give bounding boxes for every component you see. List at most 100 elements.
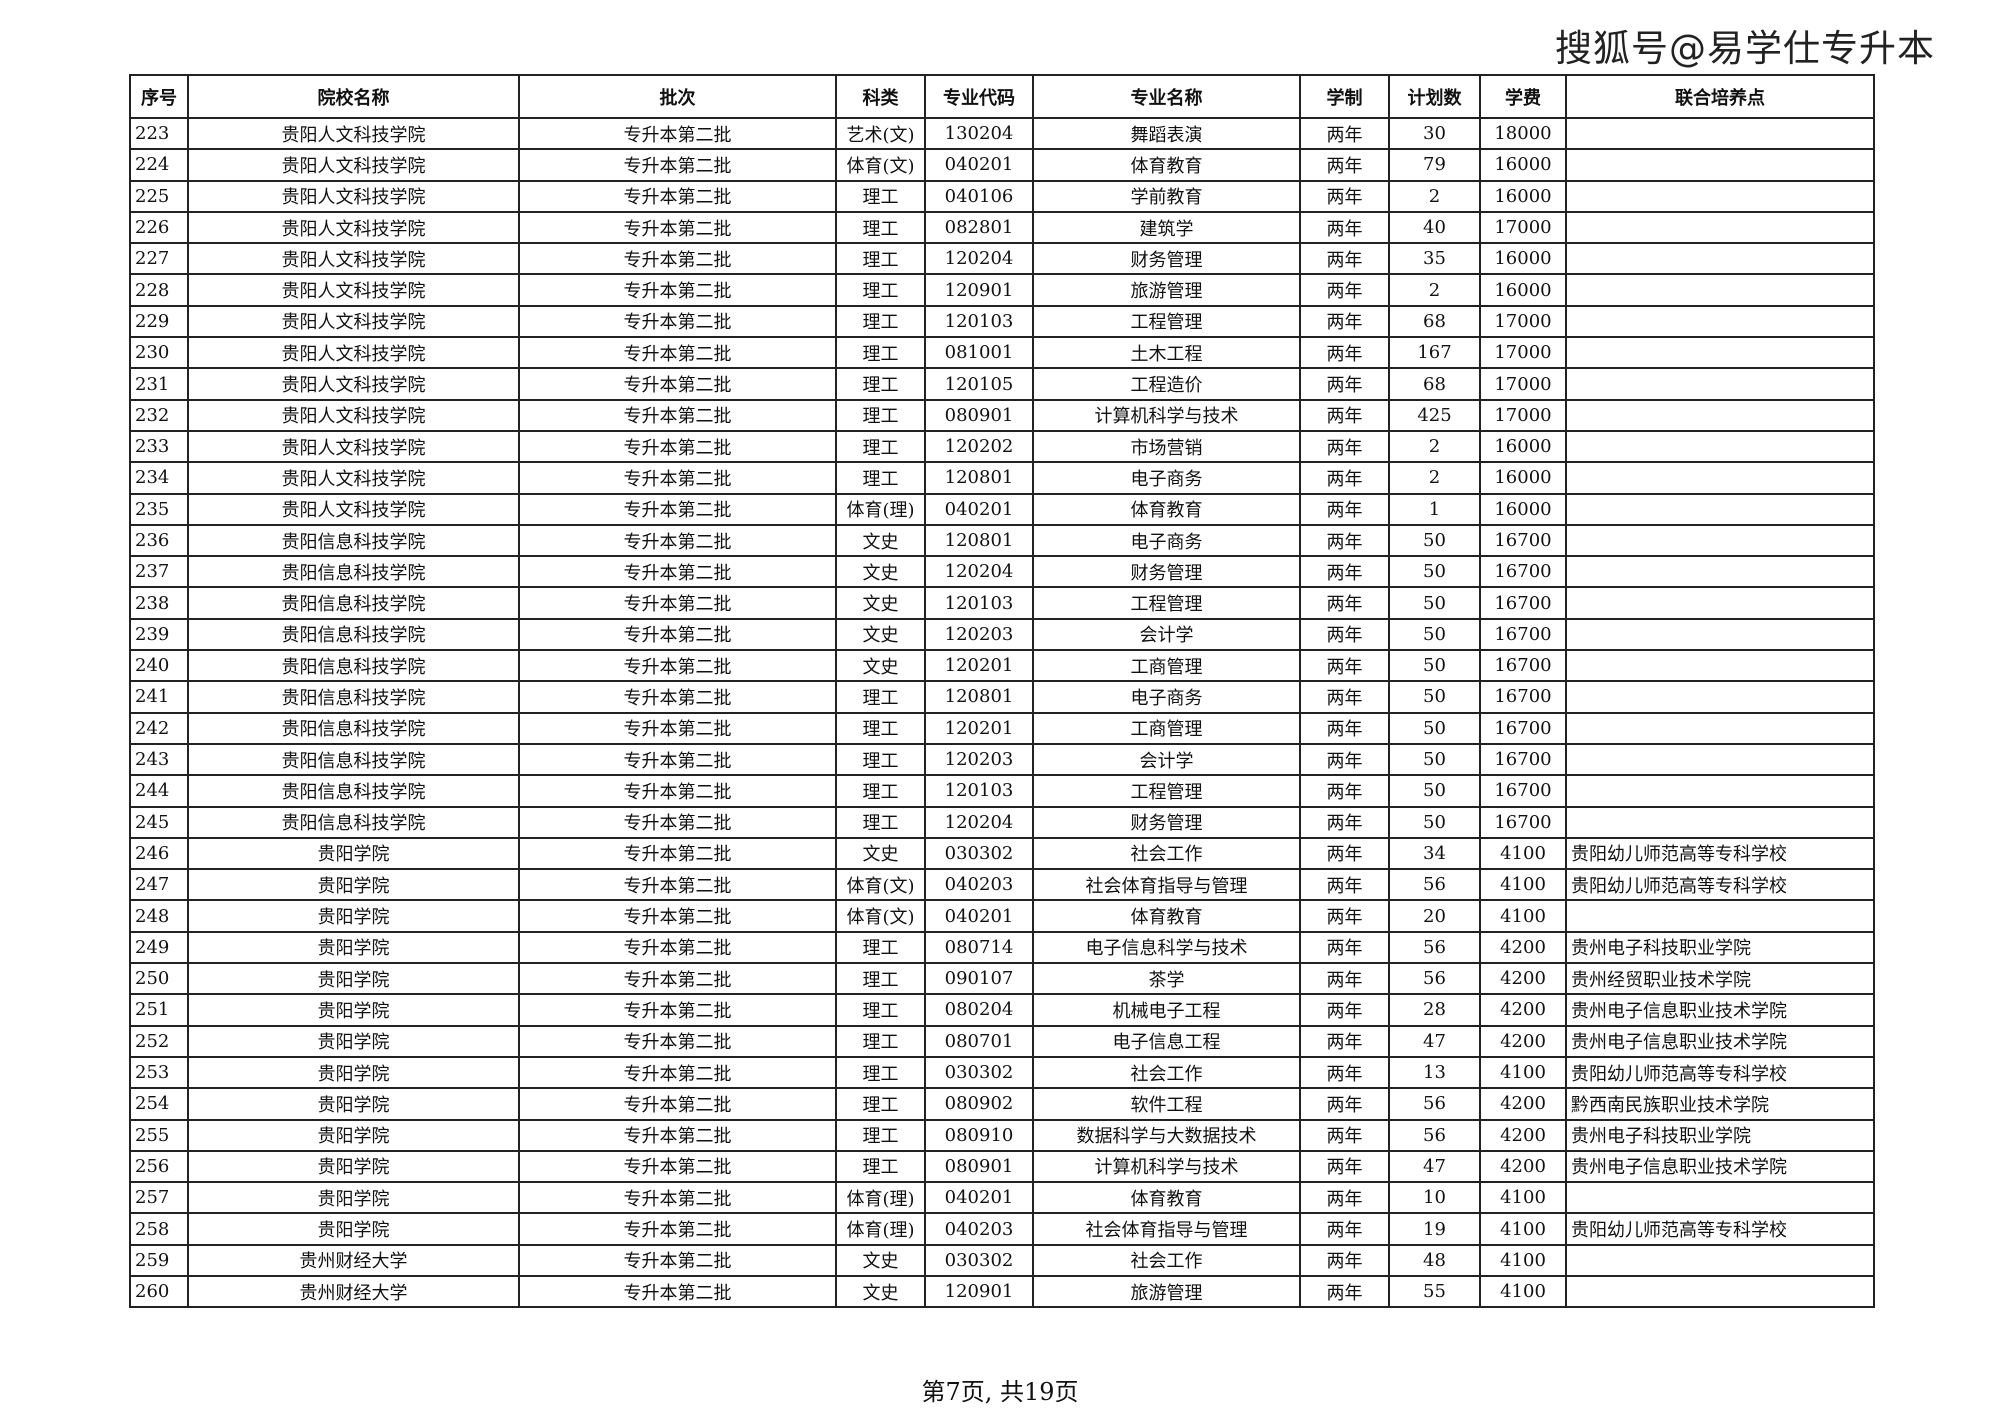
table-row: 230 贵阳人文科技学院 专升本第二批 理工 081001 土木工程 两年 167 17000 [129,336,1875,370]
cell-index: 255 [129,1118,189,1152]
table-row: 228 贵阳人文科技学院 专升本第二批 理工 120901 旅游管理 两年 2 16000 [129,273,1875,307]
cell-index: 223 [129,116,189,151]
cell-duration: 两年 [1299,523,1390,558]
cell-major-code: 120801 [924,461,1034,495]
cell-duration: 两年 [1299,1118,1390,1152]
cell-tuition: 4100 [1479,1212,1567,1246]
cell-major-code: 120202 [924,429,1034,464]
cell-school: 贵阳信息科技学院 [187,742,520,777]
cell-index: 230 [129,336,189,370]
cell-tuition: 16700 [1479,523,1567,558]
cell-tuition: 4200 [1479,1024,1567,1058]
cell-batch: 专升本第二批 [518,805,837,839]
cell-index: 248 [129,899,189,933]
cell-partner-school [1565,273,1875,307]
cell-category: 理工 [835,210,926,245]
cell-batch: 专升本第二批 [518,1212,837,1246]
cell-partner-school: 贵州经贸职业技术学院 [1565,962,1875,996]
cell-major-code: 120801 [924,680,1034,714]
cell-category: 体育(理) [835,1181,926,1215]
cell-index: 225 [129,179,189,213]
cell-batch: 专升本第二批 [518,1243,837,1277]
cell-plan-count: 50 [1388,774,1481,808]
cell-partner-school: 贵州电子信息职业技术学院 [1565,1024,1875,1058]
cell-plan-count: 50 [1388,680,1481,714]
cell-index: 231 [129,367,189,401]
cell-partner-school: 黔西南民族职业技术学院 [1565,1087,1875,1121]
cell-batch: 专升本第二批 [518,962,837,996]
table-row: 229 贵阳人文科技学院 专升本第二批 理工 120103 工程管理 两年 68 17000 [129,304,1875,339]
cell-duration: 两年 [1299,805,1390,839]
table-row: 238 贵阳信息科技学院 专升本第二批 文史 120103 工程管理 两年 50 16700 [129,586,1875,620]
table-row: 234 贵阳人文科技学院 专升本第二批 理工 120801 电子商务 两年 2 16000 [129,461,1875,495]
cell-school: 贵阳学院 [187,1118,520,1152]
cell-plan-count: 1 [1388,492,1481,526]
cell-partner-school: 贵阳幼儿师范高等专科学校 [1565,868,1875,902]
cell-school: 贵阳学院 [187,1149,520,1184]
cell-school: 贵阳学院 [187,993,520,1027]
cell-major-name: 旅游管理 [1032,273,1301,307]
cell-index: 259 [129,1243,189,1277]
table-row: 250 贵阳学院 专升本第二批 理工 090107 茶学 两年 56 4200 贵州经贸职业技术学… [129,962,1875,996]
cell-category: 理工 [835,711,926,745]
cell-batch: 专升本第二批 [518,899,837,933]
cell-tuition: 16700 [1479,774,1567,808]
cell-tuition: 16000 [1479,492,1567,526]
cell-duration: 两年 [1299,555,1390,589]
table-row: 242 贵阳信息科技学院 专升本第二批 理工 120201 工商管理 两年 50 16700 [129,711,1875,745]
cell-tuition: 16700 [1479,586,1567,620]
cell-major-code: 080714 [924,930,1034,965]
cell-school: 贵阳学院 [187,1024,520,1058]
cell-school: 贵州财经大学 [187,1243,520,1277]
cell-partner-school [1565,805,1875,839]
header-school: 院校名称 [187,74,520,119]
cell-tuition: 18000 [1479,116,1567,151]
cell-index: 260 [129,1274,189,1309]
table-row: 258 贵阳学院 专升本第二批 体育(理) 040203 社会体育指导与管理 两年 19 410… [129,1212,1875,1246]
cell-tuition: 4100 [1479,836,1567,871]
header-plan-count: 计划数 [1388,74,1481,119]
cell-duration: 两年 [1299,899,1390,933]
cell-index: 237 [129,555,189,589]
cell-major-name: 会计学 [1032,617,1301,652]
cell-plan-count: 10 [1388,1181,1481,1215]
table-row: 259 贵州财经大学 专升本第二批 文史 030302 社会工作 两年 48 4100 [129,1243,1875,1277]
cell-tuition: 16000 [1479,148,1567,182]
cell-plan-count: 13 [1388,1055,1481,1090]
cell-school: 贵阳信息科技学院 [187,711,520,745]
cell-category: 理工 [835,367,926,401]
cell-major-name: 市场营销 [1032,429,1301,464]
cell-index: 236 [129,523,189,558]
cell-partner-school [1565,367,1875,401]
cell-category: 理工 [835,179,926,213]
cell-partner-school [1565,774,1875,808]
cell-major-name: 电子商务 [1032,461,1301,495]
cell-school: 贵阳信息科技学院 [187,774,520,808]
cell-major-name: 社会工作 [1032,1055,1301,1090]
cell-tuition: 16700 [1479,555,1567,589]
cell-major-name: 社会工作 [1032,836,1301,871]
cell-batch: 专升本第二批 [518,836,837,871]
cell-plan-count: 56 [1388,930,1481,965]
cell-plan-count: 68 [1388,304,1481,339]
cell-tuition: 4200 [1479,993,1567,1027]
cell-tuition: 4100 [1479,1243,1567,1277]
cell-batch: 专升本第二批 [518,336,837,370]
cell-major-code: 030302 [924,836,1034,871]
cell-major-name: 电子商务 [1032,523,1301,558]
cell-major-code: 120103 [924,304,1034,339]
cell-batch: 专升本第二批 [518,617,837,652]
cell-major-name: 计算机科学与技术 [1032,398,1301,432]
cell-plan-count: 2 [1388,429,1481,464]
cell-school: 贵阳学院 [187,899,520,933]
cell-partner-school: 贵阳幼儿师范高等专科学校 [1565,1212,1875,1246]
cell-tuition: 16700 [1479,711,1567,745]
cell-batch: 专升本第二批 [518,398,837,432]
cell-school: 贵州财经大学 [187,1274,520,1309]
cell-category: 理工 [835,805,926,839]
cell-category: 理工 [835,1055,926,1090]
cell-category: 理工 [835,1118,926,1152]
cell-plan-count: 56 [1388,1087,1481,1121]
cell-index: 232 [129,398,189,432]
cell-plan-count: 50 [1388,805,1481,839]
